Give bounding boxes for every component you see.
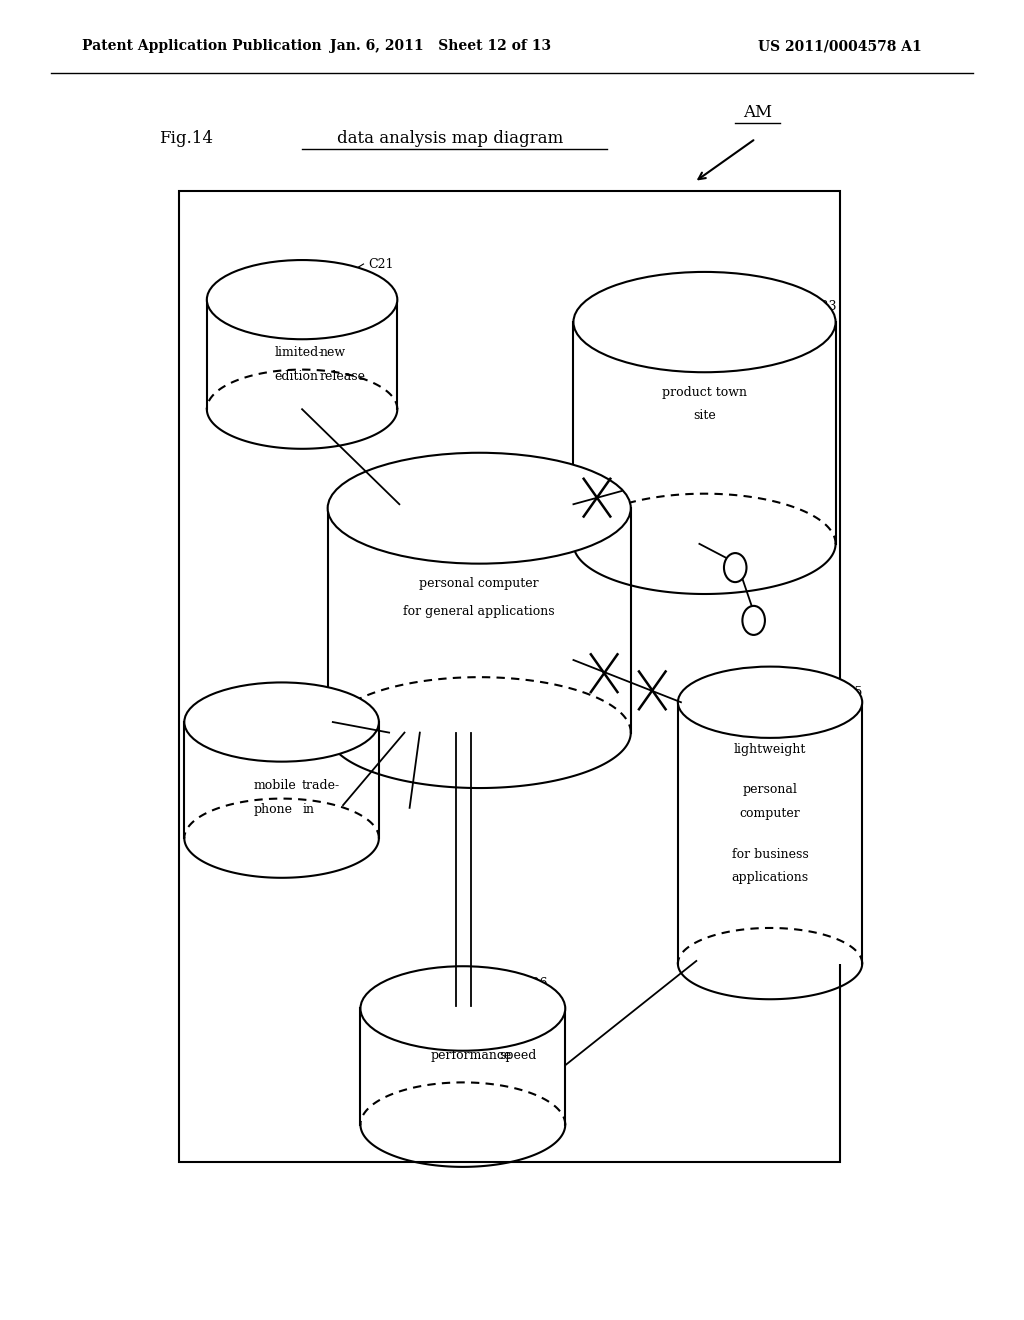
- Text: for general applications: for general applications: [403, 605, 555, 618]
- Text: order: order: [456, 545, 490, 558]
- Text: data analysis map diagram: data analysis map diagram: [338, 131, 563, 147]
- Text: mobile: mobile: [254, 779, 297, 792]
- Text: edition: edition: [274, 370, 318, 383]
- Text: C24: C24: [350, 711, 376, 725]
- Text: release: release: [319, 370, 366, 383]
- Text: Patent Application Publication: Patent Application Publication: [82, 40, 322, 53]
- Text: site: site: [693, 409, 716, 422]
- Ellipse shape: [678, 667, 862, 738]
- Text: C26: C26: [522, 977, 548, 990]
- Text: Fig.14: Fig.14: [159, 131, 213, 147]
- Text: C22: C22: [412, 458, 437, 471]
- Text: performance: performance: [430, 1049, 511, 1063]
- Bar: [179, 191, 840, 1162]
- Polygon shape: [573, 322, 836, 544]
- Polygon shape: [360, 1008, 565, 1125]
- Text: specially: specially: [677, 337, 732, 350]
- Text: in: in: [302, 803, 314, 816]
- Ellipse shape: [360, 966, 565, 1051]
- Text: personal computer: personal computer: [420, 577, 539, 590]
- Text: AM: AM: [743, 104, 772, 120]
- Text: trade-: trade-: [302, 779, 340, 792]
- Text: high: high: [500, 1026, 527, 1039]
- Text: Jan. 6, 2011   Sheet 12 of 13: Jan. 6, 2011 Sheet 12 of 13: [330, 40, 551, 53]
- Text: speed: speed: [500, 1049, 537, 1063]
- Polygon shape: [207, 300, 397, 409]
- Text: phone: phone: [254, 803, 293, 816]
- Polygon shape: [184, 722, 379, 838]
- Ellipse shape: [328, 453, 631, 564]
- Polygon shape: [328, 508, 631, 733]
- Circle shape: [742, 606, 765, 635]
- Text: sales: sales: [505, 545, 537, 558]
- Text: US 2011/0004578 A1: US 2011/0004578 A1: [758, 40, 922, 53]
- Text: wanted: wanted: [279, 314, 326, 327]
- Text: personal: personal: [742, 783, 798, 796]
- Ellipse shape: [207, 260, 397, 339]
- Text: mail-: mail-: [456, 521, 487, 535]
- Polygon shape: [678, 702, 862, 964]
- Text: ultra-: ultra-: [753, 719, 787, 733]
- Circle shape: [724, 553, 746, 582]
- Text: selected: selected: [678, 360, 731, 374]
- Text: direct: direct: [505, 521, 543, 535]
- Text: limited-: limited-: [274, 346, 323, 359]
- Text: C25: C25: [838, 686, 863, 700]
- Text: high: high: [430, 1026, 458, 1039]
- Text: for business: for business: [732, 847, 808, 861]
- Text: computer: computer: [739, 807, 801, 820]
- Text: C21: C21: [369, 257, 394, 271]
- Text: lightweight: lightweight: [734, 743, 806, 756]
- Ellipse shape: [573, 272, 836, 372]
- Ellipse shape: [184, 682, 379, 762]
- Text: new: new: [319, 346, 346, 359]
- Text: C23: C23: [811, 300, 837, 313]
- Text: applications: applications: [731, 871, 809, 884]
- Text: product town: product town: [662, 385, 748, 399]
- Text: not wanted: not wanted: [246, 743, 317, 756]
